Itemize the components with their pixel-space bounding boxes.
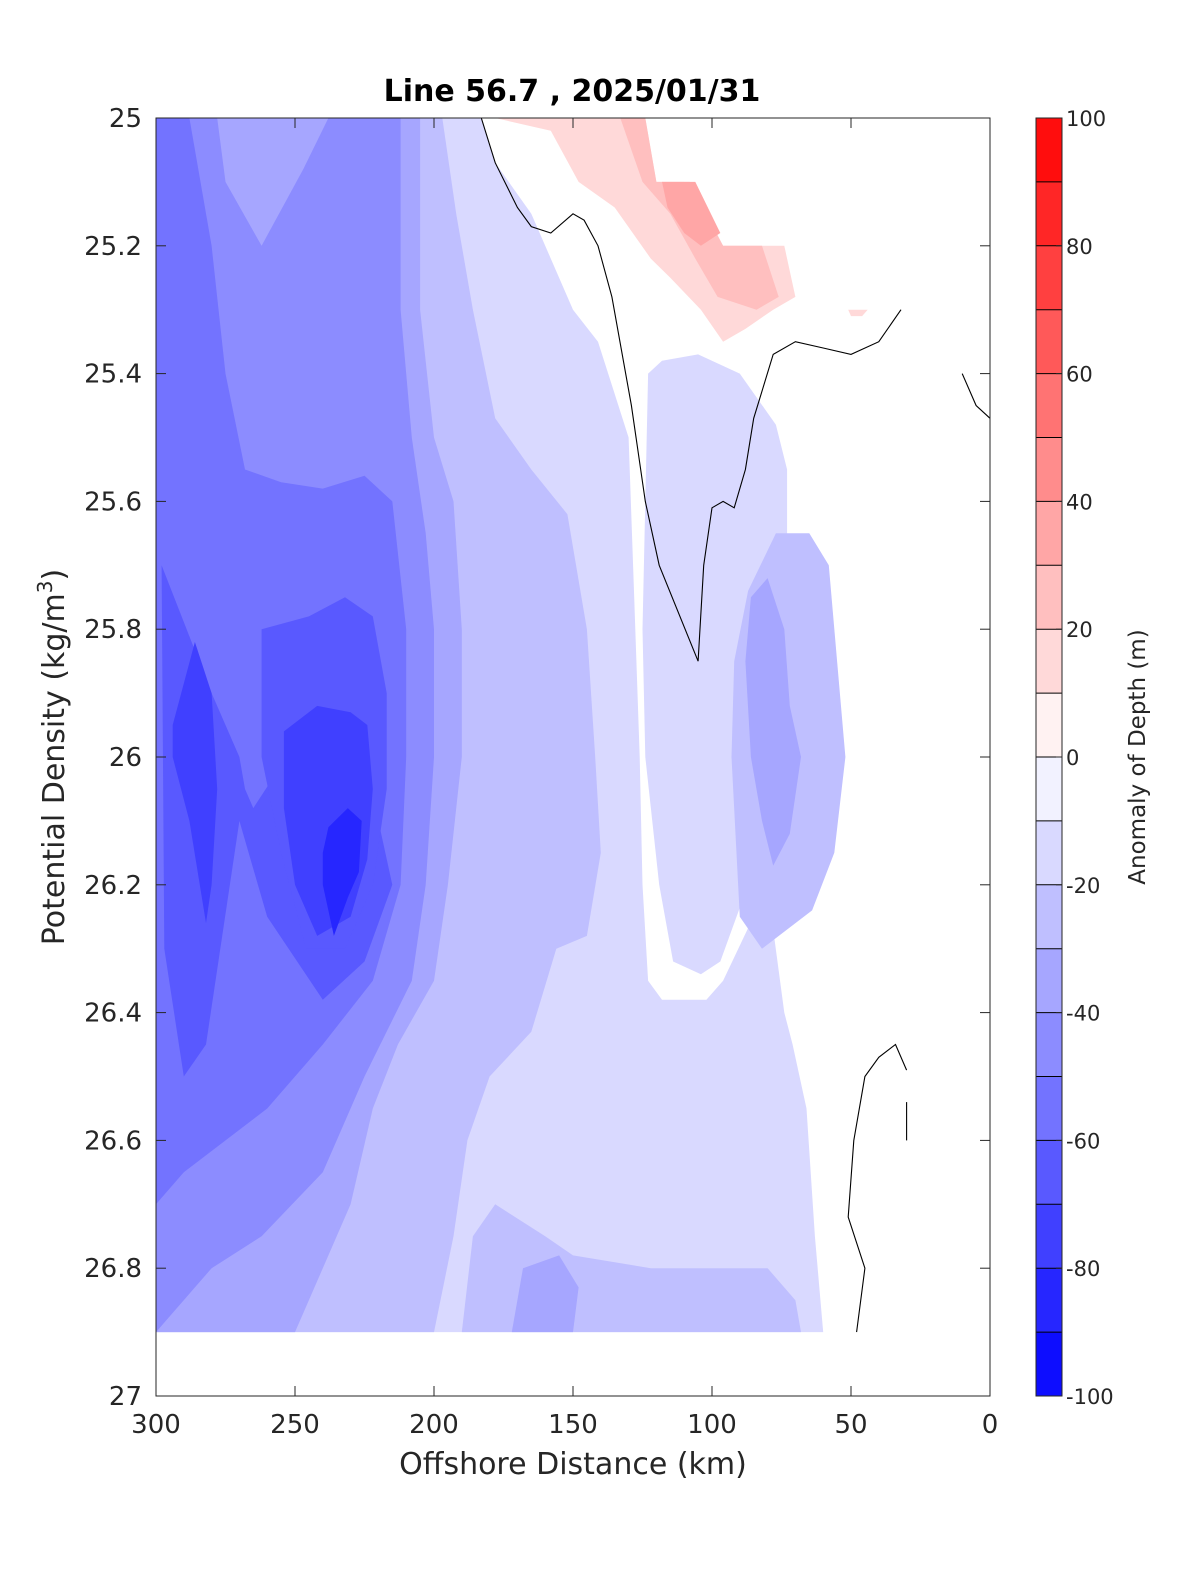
colorbar-band-18 <box>1036 181 1062 246</box>
colorbar-band-19 <box>1036 118 1062 182</box>
colorbar-band-8 <box>1036 820 1062 885</box>
chart-title: Line 56.7 , 2025/01/31 <box>384 74 761 109</box>
colorbar-tick-label-0: 100 <box>1066 107 1106 131</box>
colorbar-tick-label-8: -60 <box>1066 1129 1100 1153</box>
colorbar-tick-label-3: 40 <box>1066 490 1093 514</box>
x-axis-label: Offshore Distance (km) <box>399 1447 747 1482</box>
colorbar-ticks: 100 80 60 40 20 0 -20 -40 -60 -80 -100 <box>1056 107 1114 1409</box>
colorbar-band-5 <box>1036 1012 1062 1077</box>
colorbar-band-0 <box>1036 1332 1062 1396</box>
colorbar-band-12 <box>1036 565 1062 630</box>
x-tick-label-5: 50 <box>834 1410 867 1440</box>
y-tick-label-7: 26.4 <box>84 999 142 1029</box>
colorbar-tick-label-1: 80 <box>1066 235 1093 259</box>
contour-region-18 <box>662 181 721 246</box>
colorbar-band-16 <box>1036 309 1062 374</box>
contour-fills <box>156 118 868 1333</box>
colorbar-tick-label-9: -80 <box>1066 1257 1100 1281</box>
zero-contour-2 <box>847 1043 908 1333</box>
y-axis: 25 25.2 25.4 25.6 25.8 26 26.2 26.4 26.6 26.8 27 <box>84 104 990 1412</box>
y-tick-label-0: 25 <box>109 104 142 134</box>
colorbar-band-17 <box>1036 245 1062 310</box>
zero-contour-lines <box>480 118 990 1333</box>
colorbar-band-10 <box>1036 693 1062 757</box>
colorbar-band-15 <box>1036 373 1062 438</box>
contour-region-13 <box>172 642 218 924</box>
colorbar-label: Anomaly of Depth (m) <box>1125 629 1151 884</box>
y-axis-label-superscript: 3 <box>33 580 57 593</box>
colorbar-band-11 <box>1036 629 1062 694</box>
y-axis-label-close: ) <box>37 569 72 581</box>
x-tick-label-6: 0 <box>982 1410 999 1440</box>
y-tick-label-2: 25.4 <box>84 360 142 390</box>
colorbar-band-13 <box>1036 501 1062 566</box>
colorbar-band-6 <box>1036 948 1062 1013</box>
colorbar-band-2 <box>1036 1204 1062 1269</box>
y-tick-label-3: 25.6 <box>84 487 142 517</box>
colorbar-band-7 <box>1036 884 1062 949</box>
x-tick-label-1: 250 <box>270 1410 320 1440</box>
colorbar-band-3 <box>1036 1140 1062 1205</box>
y-tick-label-4: 25.8 <box>84 615 142 645</box>
contour-region-19 <box>848 309 868 317</box>
y-tick-label-9: 26.8 <box>84 1254 142 1284</box>
y-tick-label-1: 25.2 <box>84 232 142 262</box>
x-tick-label-3: 150 <box>548 1410 598 1440</box>
contour-region-15 <box>322 808 362 936</box>
colorbar-band-9 <box>1036 757 1062 821</box>
y-tick-label-5: 26 <box>109 743 142 773</box>
contour-region-7 <box>745 578 801 866</box>
x-tick-label-4: 100 <box>687 1410 737 1440</box>
colorbar-tick-label-4: 20 <box>1066 618 1093 642</box>
y-tick-label-10: 27 <box>109 1382 142 1412</box>
colorbar-band-14 <box>1036 437 1062 502</box>
zero-contour-0 <box>480 118 902 662</box>
colorbar-band-4 <box>1036 1076 1062 1141</box>
x-tick-label-0: 300 <box>131 1410 181 1440</box>
y-tick-label-6: 26.2 <box>84 871 142 901</box>
contour-region-8 <box>511 1255 579 1333</box>
y-axis-label-text: Potential Density (kg/m <box>37 593 72 945</box>
x-tick-label-2: 200 <box>409 1410 459 1440</box>
colorbar-tick-label-6: -20 <box>1066 874 1100 898</box>
colorbar-tick-label-2: 60 <box>1066 363 1093 387</box>
zero-contour-1 <box>961 373 990 419</box>
colorbar-tick-label-7: -40 <box>1066 1002 1100 1026</box>
y-tick-label-8: 26.6 <box>84 1126 142 1156</box>
colorbar-tick-label-5: 0 <box>1066 746 1079 770</box>
x-axis: 300 250 200 150 100 50 0 <box>131 118 998 1440</box>
y-axis-label: Potential Density (kg/m3) <box>33 569 72 945</box>
colorbar-tick-label-10: -100 <box>1066 1385 1114 1409</box>
colorbar <box>1035 117 1063 1397</box>
colorbar-band-1 <box>1036 1268 1062 1333</box>
